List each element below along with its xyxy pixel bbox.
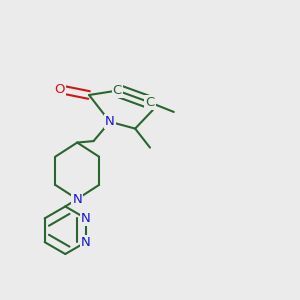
Text: O: O: [54, 82, 64, 96]
Text: N: N: [81, 212, 91, 225]
Text: C: C: [146, 96, 154, 109]
Text: N: N: [72, 193, 82, 206]
Text: C: C: [113, 84, 122, 97]
Text: N: N: [81, 236, 91, 249]
Text: N: N: [105, 115, 115, 128]
